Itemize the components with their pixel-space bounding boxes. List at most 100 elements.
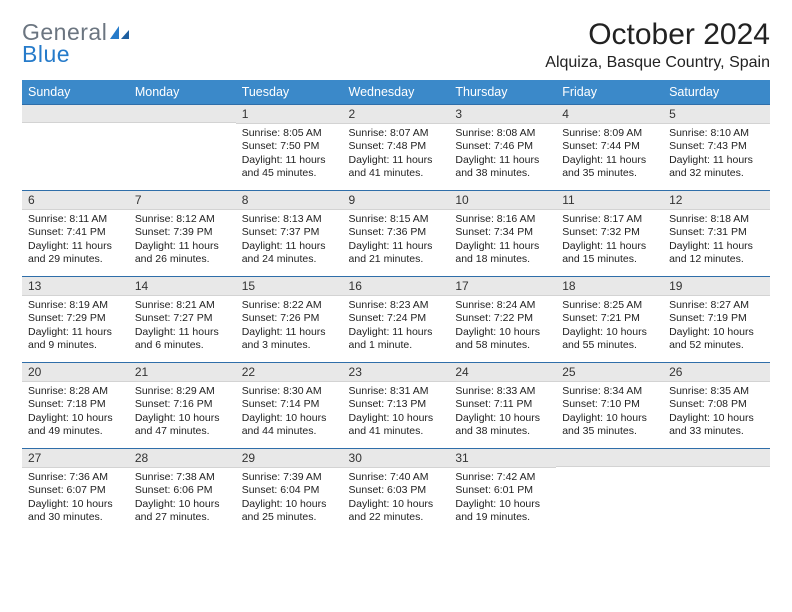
sunset-text: Sunset: 7:13 PM <box>349 398 444 411</box>
day-details: Sunrise: 8:16 AMSunset: 7:34 PMDaylight:… <box>449 210 556 272</box>
empty-day-header <box>129 104 236 123</box>
day-number: 26 <box>663 362 770 382</box>
sunset-text: Sunset: 7:08 PM <box>669 398 764 411</box>
daylight-text: Daylight: 11 hours and 38 minutes. <box>455 154 550 181</box>
sunset-text: Sunset: 7:48 PM <box>349 140 444 153</box>
daylight-text: Daylight: 10 hours and 33 minutes. <box>669 412 764 439</box>
calendar-day-cell <box>22 104 129 190</box>
day-number: 15 <box>236 276 343 296</box>
day-details: Sunrise: 8:22 AMSunset: 7:26 PMDaylight:… <box>236 296 343 358</box>
day-details: Sunrise: 8:33 AMSunset: 7:11 PMDaylight:… <box>449 382 556 444</box>
sunset-text: Sunset: 7:39 PM <box>135 226 230 239</box>
day-details: Sunrise: 8:19 AMSunset: 7:29 PMDaylight:… <box>22 296 129 358</box>
daylight-text: Daylight: 10 hours and 22 minutes. <box>349 498 444 525</box>
daylight-text: Daylight: 10 hours and 47 minutes. <box>135 412 230 439</box>
calendar-day-cell: 17Sunrise: 8:24 AMSunset: 7:22 PMDayligh… <box>449 276 556 362</box>
calendar-day-cell: 27Sunrise: 7:36 AMSunset: 6:07 PMDayligh… <box>22 448 129 534</box>
calendar-day-cell: 31Sunrise: 7:42 AMSunset: 6:01 PMDayligh… <box>449 448 556 534</box>
daylight-text: Daylight: 11 hours and 12 minutes. <box>669 240 764 267</box>
logo: General Blue <box>22 18 131 66</box>
calendar-day-cell: 6Sunrise: 8:11 AMSunset: 7:41 PMDaylight… <box>22 190 129 276</box>
calendar-week-row: 20Sunrise: 8:28 AMSunset: 7:18 PMDayligh… <box>22 362 770 448</box>
day-details: Sunrise: 8:12 AMSunset: 7:39 PMDaylight:… <box>129 210 236 272</box>
page-header: General Blue October 2024 Alquiza, Basqu… <box>22 18 770 72</box>
calendar-body: 1Sunrise: 8:05 AMSunset: 7:50 PMDaylight… <box>22 104 770 534</box>
sunrise-text: Sunrise: 8:19 AM <box>28 299 123 312</box>
sunset-text: Sunset: 7:46 PM <box>455 140 550 153</box>
sunrise-text: Sunrise: 7:36 AM <box>28 471 123 484</box>
calendar-day-cell: 3Sunrise: 8:08 AMSunset: 7:46 PMDaylight… <box>449 104 556 190</box>
sunrise-text: Sunrise: 7:40 AM <box>349 471 444 484</box>
calendar-day-cell: 9Sunrise: 8:15 AMSunset: 7:36 PMDaylight… <box>343 190 450 276</box>
daylight-text: Daylight: 11 hours and 21 minutes. <box>349 240 444 267</box>
logo-sail-icon <box>109 24 131 45</box>
sunset-text: Sunset: 7:16 PM <box>135 398 230 411</box>
daylight-text: Daylight: 11 hours and 18 minutes. <box>455 240 550 267</box>
day-details: Sunrise: 8:34 AMSunset: 7:10 PMDaylight:… <box>556 382 663 444</box>
sunset-text: Sunset: 6:03 PM <box>349 484 444 497</box>
sunset-text: Sunset: 7:50 PM <box>242 140 337 153</box>
day-details: Sunrise: 8:17 AMSunset: 7:32 PMDaylight:… <box>556 210 663 272</box>
day-details: Sunrise: 8:31 AMSunset: 7:13 PMDaylight:… <box>343 382 450 444</box>
calendar-week-row: 27Sunrise: 7:36 AMSunset: 6:07 PMDayligh… <box>22 448 770 534</box>
day-details: Sunrise: 7:42 AMSunset: 6:01 PMDaylight:… <box>449 468 556 530</box>
day-header-sun: Sunday <box>22 80 129 104</box>
calendar-day-cell: 4Sunrise: 8:09 AMSunset: 7:44 PMDaylight… <box>556 104 663 190</box>
day-details: Sunrise: 8:30 AMSunset: 7:14 PMDaylight:… <box>236 382 343 444</box>
calendar-day-cell: 25Sunrise: 8:34 AMSunset: 7:10 PMDayligh… <box>556 362 663 448</box>
sunrise-text: Sunrise: 8:09 AM <box>562 127 657 140</box>
calendar-day-cell: 24Sunrise: 8:33 AMSunset: 7:11 PMDayligh… <box>449 362 556 448</box>
daylight-text: Daylight: 10 hours and 25 minutes. <box>242 498 337 525</box>
sunset-text: Sunset: 7:27 PM <box>135 312 230 325</box>
sunrise-text: Sunrise: 8:07 AM <box>349 127 444 140</box>
sunset-text: Sunset: 7:36 PM <box>349 226 444 239</box>
day-number: 25 <box>556 362 663 382</box>
daylight-text: Daylight: 10 hours and 58 minutes. <box>455 326 550 353</box>
empty-day-header <box>22 104 129 123</box>
day-number: 30 <box>343 448 450 468</box>
day-details: Sunrise: 8:13 AMSunset: 7:37 PMDaylight:… <box>236 210 343 272</box>
daylight-text: Daylight: 10 hours and 49 minutes. <box>28 412 123 439</box>
sunrise-text: Sunrise: 8:30 AM <box>242 385 337 398</box>
day-number: 1 <box>236 104 343 124</box>
day-number: 6 <box>22 190 129 210</box>
day-details: Sunrise: 8:07 AMSunset: 7:48 PMDaylight:… <box>343 124 450 186</box>
day-details: Sunrise: 7:39 AMSunset: 6:04 PMDaylight:… <box>236 468 343 530</box>
empty-day-header <box>663 448 770 467</box>
daylight-text: Daylight: 10 hours and 27 minutes. <box>135 498 230 525</box>
calendar-day-cell: 2Sunrise: 8:07 AMSunset: 7:48 PMDaylight… <box>343 104 450 190</box>
sunset-text: Sunset: 7:31 PM <box>669 226 764 239</box>
daylight-text: Daylight: 11 hours and 41 minutes. <box>349 154 444 181</box>
daylight-text: Daylight: 11 hours and 1 minute. <box>349 326 444 353</box>
daylight-text: Daylight: 11 hours and 15 minutes. <box>562 240 657 267</box>
sunrise-text: Sunrise: 8:34 AM <box>562 385 657 398</box>
sunset-text: Sunset: 6:01 PM <box>455 484 550 497</box>
calendar-day-cell: 12Sunrise: 8:18 AMSunset: 7:31 PMDayligh… <box>663 190 770 276</box>
sunset-text: Sunset: 7:41 PM <box>28 226 123 239</box>
day-number: 16 <box>343 276 450 296</box>
day-details: Sunrise: 8:05 AMSunset: 7:50 PMDaylight:… <box>236 124 343 186</box>
day-number: 11 <box>556 190 663 210</box>
sunset-text: Sunset: 6:06 PM <box>135 484 230 497</box>
location-subtitle: Alquiza, Basque Country, Spain <box>545 54 770 72</box>
sunset-text: Sunset: 7:43 PM <box>669 140 764 153</box>
daylight-text: Daylight: 11 hours and 9 minutes. <box>28 326 123 353</box>
daylight-text: Daylight: 10 hours and 55 minutes. <box>562 326 657 353</box>
day-details: Sunrise: 8:23 AMSunset: 7:24 PMDaylight:… <box>343 296 450 358</box>
day-details: Sunrise: 7:38 AMSunset: 6:06 PMDaylight:… <box>129 468 236 530</box>
day-header-thu: Thursday <box>449 80 556 104</box>
calendar-day-cell: 19Sunrise: 8:27 AMSunset: 7:19 PMDayligh… <box>663 276 770 362</box>
day-number: 31 <box>449 448 556 468</box>
day-details: Sunrise: 8:29 AMSunset: 7:16 PMDaylight:… <box>129 382 236 444</box>
sunrise-text: Sunrise: 8:24 AM <box>455 299 550 312</box>
day-number: 3 <box>449 104 556 124</box>
sunrise-text: Sunrise: 8:35 AM <box>669 385 764 398</box>
sunrise-text: Sunrise: 8:28 AM <box>28 385 123 398</box>
day-number: 13 <box>22 276 129 296</box>
daylight-text: Daylight: 11 hours and 24 minutes. <box>242 240 337 267</box>
day-details: Sunrise: 8:08 AMSunset: 7:46 PMDaylight:… <box>449 124 556 186</box>
calendar-week-row: 6Sunrise: 8:11 AMSunset: 7:41 PMDaylight… <box>22 190 770 276</box>
sunrise-text: Sunrise: 8:16 AM <box>455 213 550 226</box>
calendar-day-cell: 10Sunrise: 8:16 AMSunset: 7:34 PMDayligh… <box>449 190 556 276</box>
daylight-text: Daylight: 10 hours and 44 minutes. <box>242 412 337 439</box>
